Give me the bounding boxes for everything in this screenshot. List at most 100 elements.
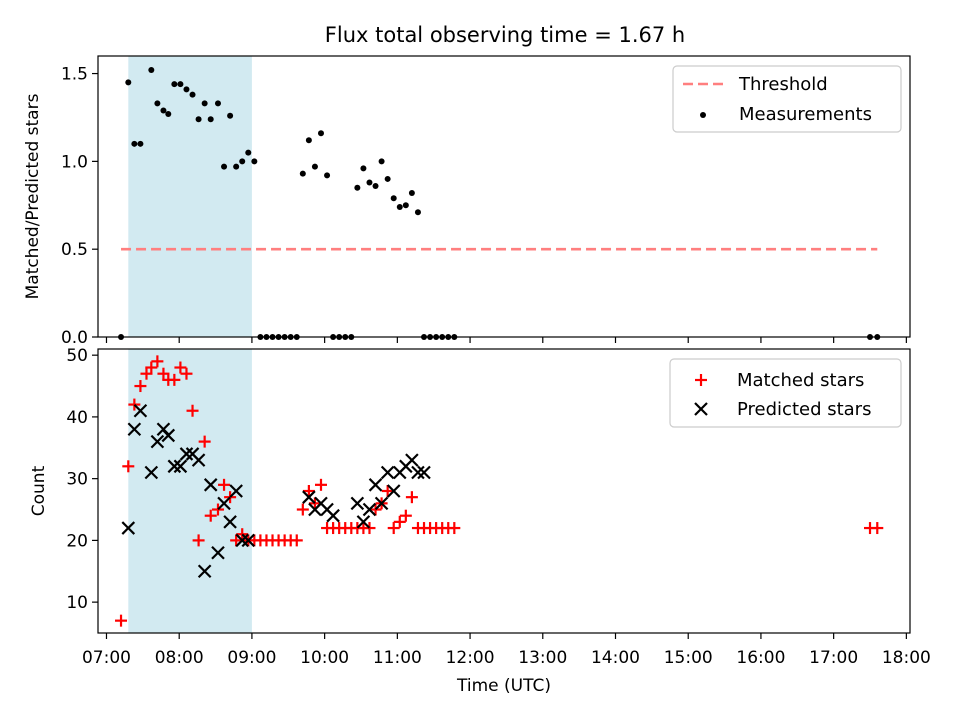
- cross-stroke: [223, 515, 237, 529]
- x-tick-label: 13:00: [518, 648, 567, 668]
- cross-stroke: [694, 402, 708, 416]
- measurement-point: [171, 81, 178, 88]
- cross-stroke: [150, 434, 165, 449]
- matched-star-point: [145, 361, 158, 374]
- x-tick-label: 10:00: [300, 648, 349, 668]
- matched-star-point: [399, 509, 412, 522]
- predicted-star-point: [203, 478, 218, 492]
- matched-star-point: [115, 614, 128, 627]
- measurement-point: [317, 130, 324, 137]
- legend-predicted-swatch: [694, 402, 708, 416]
- predicted-star-point: [368, 478, 383, 492]
- measurement-point: [183, 86, 190, 93]
- matched-star-point: [192, 534, 205, 547]
- x-tick-label: 11:00: [373, 648, 422, 668]
- measurement-point: [125, 79, 132, 86]
- top-axes-frame: [97, 55, 911, 338]
- predicted-star-point: [386, 484, 401, 498]
- bottom-y-axis-label: Count: [29, 465, 49, 516]
- measurement-point: [354, 184, 361, 191]
- matched-star-point: [871, 522, 884, 535]
- predicted-star-point: [241, 533, 256, 548]
- cross-stroke: [241, 533, 256, 548]
- measurement-point: [148, 67, 155, 74]
- predicted-star-point: [374, 496, 389, 511]
- predicted-star-point: [405, 453, 419, 467]
- measurement-point: [177, 81, 184, 88]
- cross-stroke: [185, 447, 200, 461]
- measurement-point: [360, 165, 367, 172]
- predicted-star-point: [417, 465, 431, 480]
- measurement-point: [378, 158, 385, 165]
- measurement-point: [239, 158, 246, 165]
- matched-star-point: [393, 515, 406, 528]
- x-tick-label: 14:00: [591, 648, 640, 668]
- x-tick-label: 16:00: [736, 648, 785, 668]
- matched-star-point: [186, 404, 199, 417]
- legend-label: Predicted stars: [737, 399, 871, 420]
- bottom-legend: Matched stars Predicted stars: [669, 358, 902, 428]
- chart-title: Flux total observing time = 1.67 h: [325, 23, 685, 47]
- predicted-star-point: [173, 459, 188, 474]
- matched-star-point: [218, 478, 231, 491]
- matched-star-point: [363, 522, 376, 535]
- x-tick-label: 09:00: [227, 648, 276, 668]
- predicted-star-point: [411, 465, 425, 480]
- x-tick-label: 12:00: [446, 648, 495, 668]
- matched-star-point: [387, 522, 400, 535]
- predicted-star-point: [127, 422, 142, 437]
- cross-stroke: [411, 465, 425, 480]
- cross-stroke: [144, 465, 159, 480]
- cross-stroke: [179, 447, 194, 461]
- observing-window-span: [128, 349, 252, 633]
- legend-matched-swatch: [695, 374, 707, 386]
- y-tick-label: 10: [66, 593, 88, 613]
- predicted-star-point: [167, 459, 182, 474]
- predicted-star-point: [302, 490, 316, 504]
- predicted-star-point: [235, 533, 249, 548]
- cross-stroke: [211, 545, 225, 560]
- measurement-point: [311, 163, 318, 170]
- measurement-point: [221, 163, 228, 170]
- matched-star-point: [140, 367, 153, 380]
- top-panel: 0.0 0.5 1.0 1.5 Matched/Predicted stars Thr…: [23, 55, 911, 348]
- matched-star-point: [236, 528, 249, 541]
- matched-star-point: [211, 503, 224, 516]
- measurement-point: [207, 116, 214, 123]
- predicted-star-point: [350, 496, 365, 511]
- matched-star-point: [308, 497, 321, 510]
- y-tick-label: 50: [66, 346, 88, 366]
- matched-star-point: [134, 380, 147, 393]
- matched-star-point: [174, 361, 187, 374]
- cross-stroke: [405, 453, 419, 467]
- x-tick-label: 17:00: [809, 648, 858, 668]
- measurement-point: [137, 140, 144, 147]
- x-tick-label: 07:00: [82, 648, 131, 668]
- matched-star-point: [122, 460, 135, 473]
- cross-stroke: [374, 496, 389, 511]
- matched-star-point: [302, 485, 315, 497]
- cross-stroke: [302, 490, 316, 504]
- predicted-star-point: [179, 447, 194, 461]
- matched-star-point: [224, 491, 237, 504]
- cross-stroke: [217, 496, 231, 511]
- measurement-point: [233, 163, 240, 170]
- y-tick-label: 40: [66, 408, 88, 428]
- measurement-point: [366, 179, 373, 186]
- cross-stroke: [235, 533, 249, 548]
- matched-star-point: [314, 478, 327, 491]
- cross-stroke: [127, 422, 142, 437]
- predicted-star-point: [217, 496, 231, 511]
- predicted-star-point: [356, 515, 371, 529]
- predicted-star-point: [150, 434, 165, 449]
- measurement-point: [408, 189, 415, 196]
- measurement-point: [396, 204, 403, 211]
- y-tick-label: 1.5: [61, 65, 88, 85]
- y-tick-label: 1.0: [61, 152, 88, 172]
- matched-star-point: [369, 503, 382, 516]
- measurement-point: [195, 116, 202, 123]
- legend-measurements-swatch: [700, 112, 706, 118]
- measurement-point: [372, 182, 379, 189]
- measurement-point: [384, 175, 391, 182]
- matched-star-point: [157, 367, 170, 380]
